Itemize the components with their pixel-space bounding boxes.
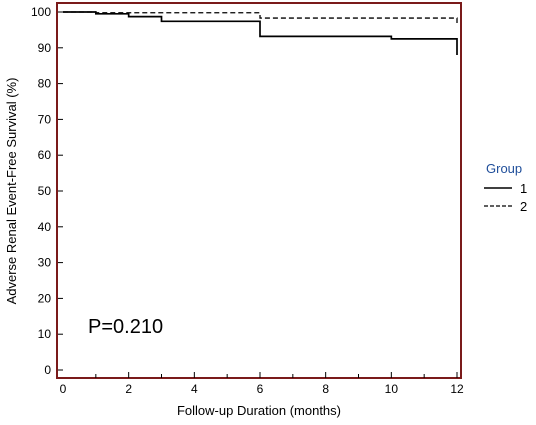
y-axis-title: Adverse Renal Event-Free Survival (%) [4, 78, 19, 305]
x-axis: 0 2 4 6 8 10 12 [60, 372, 464, 396]
x-tick-label-4: 8 [322, 382, 329, 396]
x-tick-label-6: 12 [450, 382, 464, 396]
x-axis-title: Follow-up Duration (months) [177, 403, 341, 418]
y-tick-label-2: 20 [38, 291, 52, 305]
legend-label-group-2: 2 [520, 199, 527, 214]
y-tick-label-8: 80 [38, 77, 52, 91]
y-axis: 0 10 20 30 40 50 60 70 80 90 100 [31, 5, 63, 377]
legend: Group 1 2 [484, 161, 527, 214]
x-tick-label-2: 4 [191, 382, 198, 396]
y-tick-label-4: 40 [38, 220, 52, 234]
legend-title: Group [486, 161, 522, 176]
y-tick-label-5: 50 [38, 184, 52, 198]
x-tick-label-0: 0 [60, 382, 67, 396]
series-line-group-2 [63, 11, 458, 25]
y-tick-label-7: 70 [38, 112, 52, 126]
y-tick-label-0: 0 [44, 363, 51, 377]
y-tick-label-3: 30 [38, 256, 52, 270]
y-tick-label-1: 10 [38, 327, 52, 341]
x-tick-label-1: 2 [125, 382, 132, 396]
plot-frame [56, 2, 462, 379]
y-tick-label-9: 90 [38, 41, 52, 55]
x-tick-label-3: 6 [257, 382, 264, 396]
series-line-group-1 [63, 11, 458, 55]
series-layer [63, 11, 458, 55]
legend-label-group-1: 1 [520, 181, 527, 196]
y-tick-label-6: 60 [38, 148, 52, 162]
y-tick-label-10: 100 [31, 5, 51, 19]
x-tick-label-5: 10 [385, 382, 399, 396]
p-value-annotation: P=0.210 [88, 316, 163, 338]
